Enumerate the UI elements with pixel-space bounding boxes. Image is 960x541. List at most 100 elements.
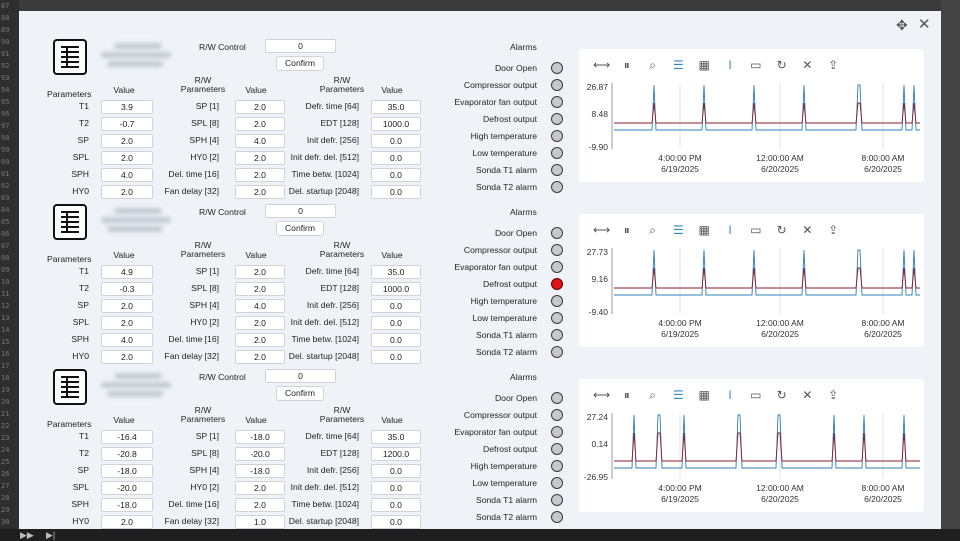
calendar-icon[interactable]: ▦ xyxy=(698,388,710,402)
rw-parameter-input[interactable]: 0.0 xyxy=(371,333,421,347)
export-icon[interactable]: ⇪ xyxy=(828,58,839,72)
rw-parameter-input[interactable]: 0.0 xyxy=(371,481,421,495)
rw-parameter-input[interactable]: 1000.0 xyxy=(371,117,421,131)
close-icon[interactable]: ✕ xyxy=(802,223,813,237)
calendar-icon[interactable]: ▦ xyxy=(698,58,710,72)
rw-parameter-input[interactable]: 0.0 xyxy=(371,168,421,182)
confirm-button[interactable]: Confirm xyxy=(276,56,324,71)
rw-control-input[interactable]: 0 xyxy=(265,369,336,383)
rw-parameter-input[interactable]: 2.0 xyxy=(235,498,285,512)
comment-icon[interactable]: ▭ xyxy=(750,58,762,72)
parameter-value-input[interactable]: 4.0 xyxy=(101,168,153,182)
refresh-icon[interactable]: ↻ xyxy=(776,223,787,237)
rw-parameter-input[interactable]: 2.0 xyxy=(235,185,285,199)
cursor-icon[interactable]: I xyxy=(728,223,732,237)
rw-parameter-input[interactable]: 4.0 xyxy=(235,134,285,148)
rw-parameter-input[interactable]: 2.0 xyxy=(235,350,285,364)
rw-parameter-input[interactable]: 35.0 xyxy=(371,100,421,114)
rw-parameter-input[interactable]: 2.0 xyxy=(235,168,285,182)
rw-parameter-input[interactable]: 0.0 xyxy=(371,350,421,364)
list-icon[interactable]: ☰ xyxy=(673,388,684,402)
cursor-icon[interactable]: I xyxy=(728,58,732,72)
parameter-value-input[interactable]: -0.7 xyxy=(101,117,153,131)
chart-plot-area[interactable]: 26.87 8.48 -9.90 4:00:00 PM6/19/2025 12:00:0… xyxy=(579,49,924,182)
rw-parameter-input[interactable]: 0.0 xyxy=(371,316,421,330)
rw-parameter-input[interactable]: 0.0 xyxy=(371,185,421,199)
export-icon[interactable]: ⇪ xyxy=(828,388,839,402)
rw-parameter-input[interactable]: 35.0 xyxy=(371,430,421,444)
parameter-value-input[interactable]: 2.0 xyxy=(101,134,153,148)
rw-parameter-input[interactable]: 0.0 xyxy=(371,464,421,478)
rw-parameter-input[interactable]: 0.0 xyxy=(371,134,421,148)
chart-plot-area[interactable]: 27.24 0.14 -26.95 4:00:00 PM6/19/2025 12:00:… xyxy=(579,379,924,512)
parameter-value-input[interactable]: 4.9 xyxy=(101,265,153,279)
parameter-value-input[interactable]: -0.3 xyxy=(101,282,153,296)
zoom-icon[interactable]: ⌕ xyxy=(649,223,656,237)
comment-icon[interactable]: ▭ xyxy=(750,388,762,402)
parameter-value-input[interactable]: 2.0 xyxy=(101,185,153,199)
rw-parameter-input[interactable]: 1000.0 xyxy=(371,282,421,296)
pause-icon[interactable]: ⏸ xyxy=(623,223,630,237)
list-icon[interactable]: ☰ xyxy=(673,223,684,237)
rw-parameter-input[interactable]: -18.0 xyxy=(235,430,285,444)
comment-icon[interactable]: ▭ xyxy=(750,223,762,237)
chart-plot-area[interactable]: 27.73 9.16 -9.40 4:00:00 PM6/19/2025 12:00:0… xyxy=(579,214,924,347)
zoom-icon[interactable]: ⌕ xyxy=(649,388,656,402)
rw-parameter-input[interactable]: 1200.0 xyxy=(371,447,421,461)
x-tick-label-time: 4:00:00 PM xyxy=(658,153,701,163)
fit-width-icon[interactable]: ⟷ xyxy=(593,58,611,72)
move-arrows-icon[interactable]: ✥ xyxy=(896,17,908,33)
parameter-value-input[interactable]: 2.0 xyxy=(101,350,153,364)
parameter-value-input[interactable]: 3.9 xyxy=(101,100,153,114)
rw-parameter-input[interactable]: -20.0 xyxy=(235,447,285,461)
parameter-value-input[interactable]: 2.0 xyxy=(101,515,153,529)
rw-parameter-input[interactable]: 2.0 xyxy=(235,282,285,296)
rw-parameter-input[interactable]: 2.0 xyxy=(235,117,285,131)
confirm-button[interactable]: Confirm xyxy=(276,221,324,236)
zoom-icon[interactable]: ⌕ xyxy=(649,58,656,72)
rw-parameter-input[interactable]: 0.0 xyxy=(371,515,421,529)
close-icon[interactable]: ✕ xyxy=(802,388,813,402)
parameter-value-input[interactable]: -16.4 xyxy=(101,430,153,444)
rw-parameter-input[interactable]: 0.0 xyxy=(371,498,421,512)
parameter-value-input[interactable]: 2.0 xyxy=(101,316,153,330)
close-icon[interactable]: ✕ xyxy=(802,58,813,72)
fit-width-icon[interactable]: ⟷ xyxy=(593,223,611,237)
parameter-value-input[interactable]: -18.0 xyxy=(101,464,153,478)
export-icon[interactable]: ⇪ xyxy=(828,223,839,237)
rw-parameter-input[interactable]: 2.0 xyxy=(235,100,285,114)
close-icon[interactable]: ✕ xyxy=(918,16,931,33)
parameter-value-input[interactable]: -20.0 xyxy=(101,481,153,495)
parameter-value-input[interactable]: 2.0 xyxy=(101,299,153,313)
parameter-value-input[interactable]: -18.0 xyxy=(101,498,153,512)
rw-parameter-input[interactable]: 0.0 xyxy=(371,299,421,313)
rw-parameter-input[interactable]: 2.0 xyxy=(235,265,285,279)
parameter-value-input[interactable]: 2.0 xyxy=(101,151,153,165)
rw-parameter-input[interactable]: 2.0 xyxy=(235,333,285,347)
rw-parameter-input[interactable]: 0.0 xyxy=(371,151,421,165)
skip-end-icon[interactable]: ▶| xyxy=(46,530,56,540)
cursor-icon[interactable]: I xyxy=(728,388,732,402)
rw-parameter-input[interactable]: 2.0 xyxy=(235,316,285,330)
pause-icon[interactable]: ⏸ xyxy=(623,388,630,402)
rw-parameter-input[interactable]: 1.0 xyxy=(235,515,285,529)
calendar-icon[interactable]: ▦ xyxy=(698,223,710,237)
rw-parameter-input[interactable]: 35.0 xyxy=(371,265,421,279)
fit-width-icon[interactable]: ⟷ xyxy=(593,388,611,402)
parameter-value-input[interactable]: -20.8 xyxy=(101,447,153,461)
rw-control-input[interactable]: 0 xyxy=(265,39,336,53)
refresh-icon[interactable]: ↻ xyxy=(776,388,787,402)
rw-parameter-input[interactable]: 2.0 xyxy=(235,151,285,165)
refresh-icon[interactable]: ↻ xyxy=(776,58,787,72)
rw-control-input[interactable]: 0 xyxy=(265,204,336,218)
fast-forward-icon[interactable]: ▶▶ xyxy=(20,530,34,540)
y-tick-label: 0.14 xyxy=(591,439,608,449)
parameter-value-input[interactable]: 4.0 xyxy=(101,333,153,347)
list-icon[interactable]: ☰ xyxy=(673,58,684,72)
device-logo-icon xyxy=(53,204,87,240)
rw-parameter-input[interactable]: 2.0 xyxy=(235,481,285,495)
rw-parameter-input[interactable]: 4.0 xyxy=(235,299,285,313)
rw-parameter-input[interactable]: -18.0 xyxy=(235,464,285,478)
pause-icon[interactable]: ⏸ xyxy=(623,58,630,72)
confirm-button[interactable]: Confirm xyxy=(276,386,324,401)
